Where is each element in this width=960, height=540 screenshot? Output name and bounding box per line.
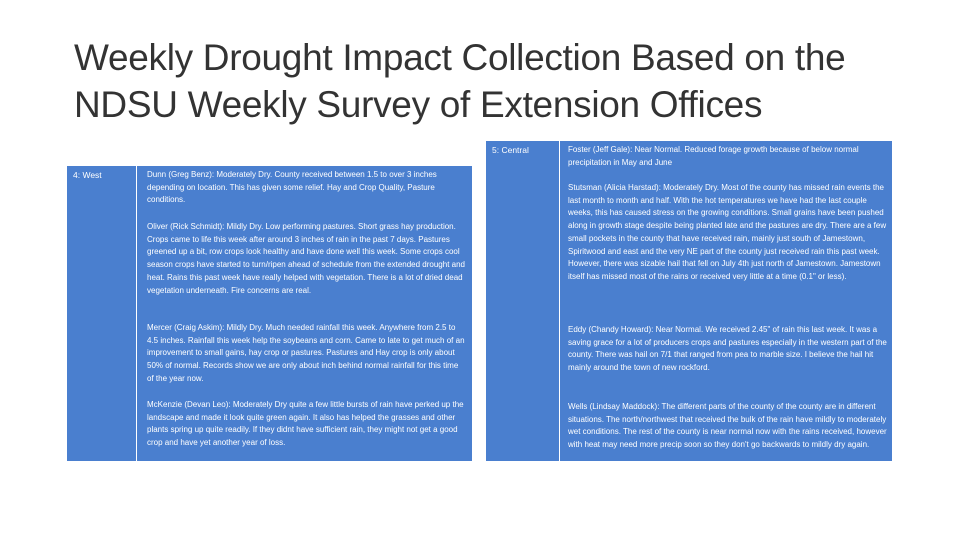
region-label: 5: Central	[486, 141, 560, 461]
county-report: McKenzie (Devan Leo): Moderately Dry qui…	[147, 400, 464, 448]
county-report: Stutsman (Alicia Harstad): Moderately Dr…	[568, 183, 887, 281]
west-table: 4: West Dunn (Greg Benz): Moderately Dry…	[67, 166, 472, 461]
county-report: Eddy (Chandy Howard): Near Normal. We re…	[568, 325, 887, 373]
slide-title: Weekly Drought Impact Collection Based o…	[74, 37, 846, 125]
county-report: Dunn (Greg Benz): Moderately Dry. County…	[147, 170, 437, 205]
region-label: 4: West	[67, 166, 137, 461]
county-report: Oliver (Rick Schmidt): Mildly Dry. Low p…	[147, 222, 465, 295]
county-report: Mercer (Craig Askim): Mildly Dry. Much n…	[147, 323, 465, 383]
county-report: Wells (Lindsay Maddock): The different p…	[568, 402, 887, 450]
central-table: 5: Central Foster (Jeff Gale): Near Norm…	[486, 141, 892, 461]
county-report: Foster (Jeff Gale): Near Normal. Reduced…	[568, 145, 859, 167]
